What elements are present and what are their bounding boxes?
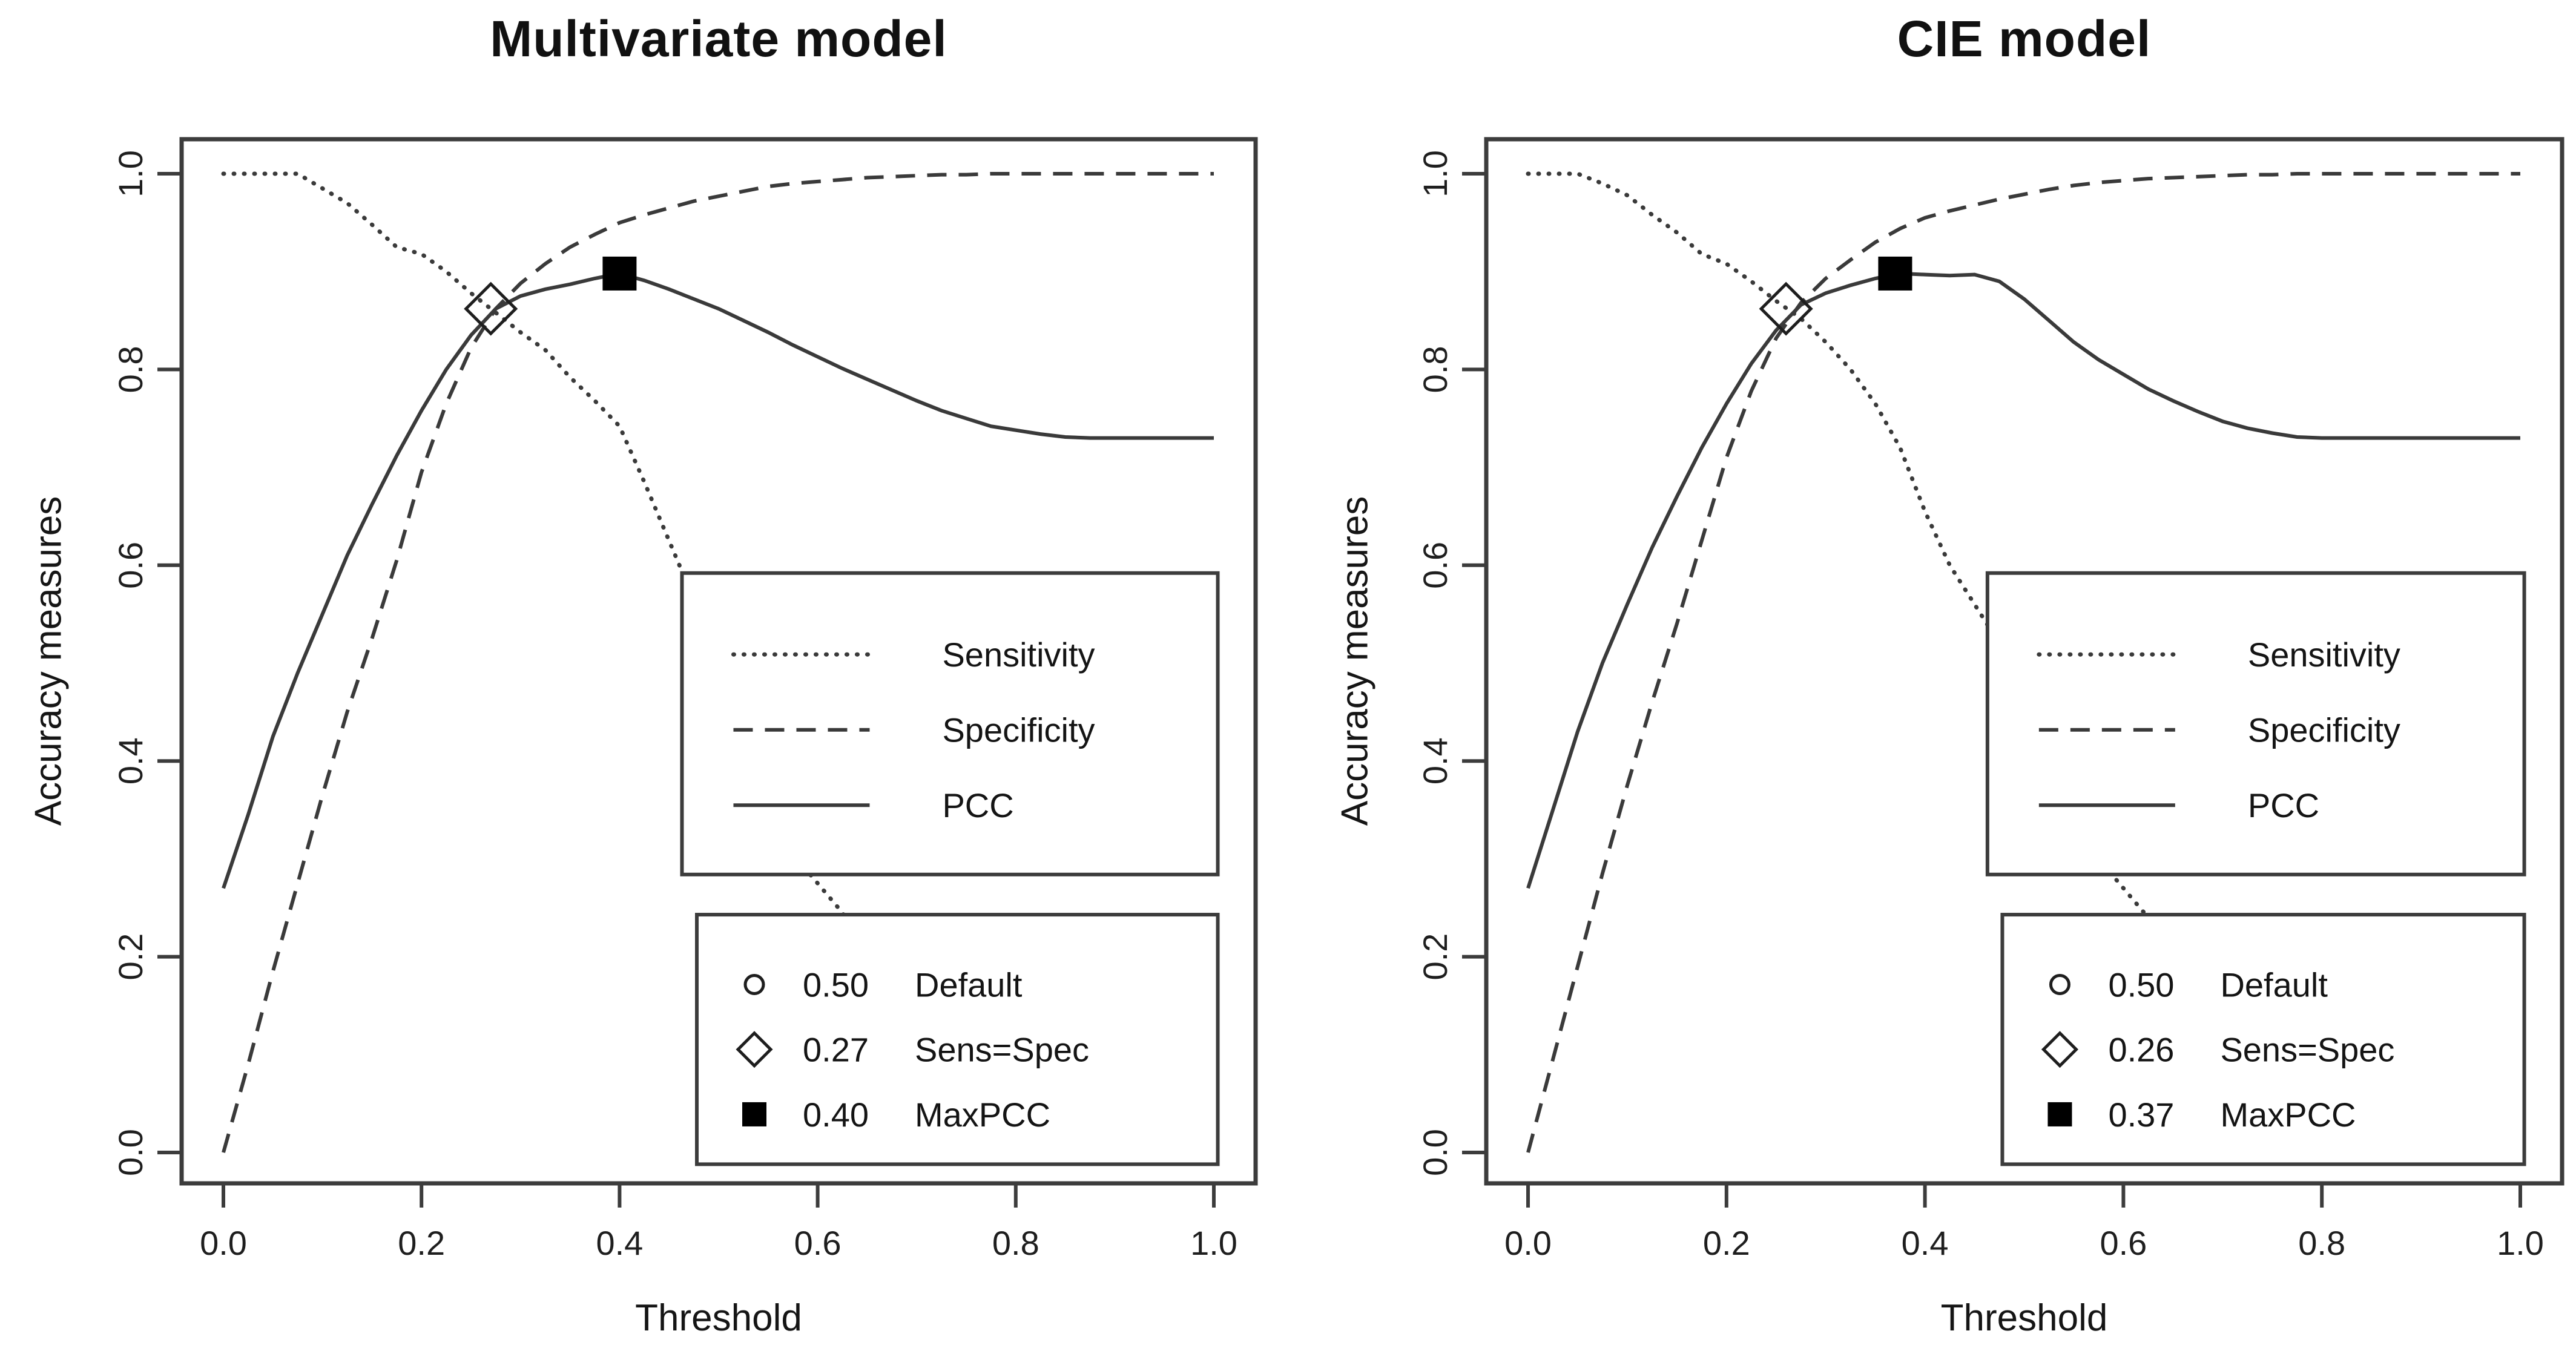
- y-tick-label: 0.6: [111, 542, 150, 589]
- legend-threshold-label: Default: [915, 966, 1023, 1004]
- y-axis-title-left: Accuracy measures: [27, 496, 70, 826]
- y-tick-label: 0.0: [1416, 1129, 1454, 1176]
- y-tick-label: 1.0: [1416, 150, 1454, 197]
- x-tick-label: 1.0: [2497, 1224, 2544, 1262]
- specificity-curve: [1526, 172, 2520, 1153]
- y-axis-title-right: Accuracy measures: [1334, 496, 1376, 826]
- x-tick-label: 0.8: [2298, 1224, 2345, 1262]
- x-axis-title-left: Threshold: [635, 1297, 802, 1339]
- y-tick-label: 0.2: [1416, 933, 1454, 981]
- x-tick-label: 0.8: [992, 1224, 1039, 1262]
- legend-threshold-value: 0.40: [803, 1096, 869, 1134]
- y-tick-label: 0.6: [1416, 542, 1454, 589]
- legend-threshold-value: 0.50: [2108, 966, 2174, 1004]
- legend-square-marker: [742, 1102, 767, 1126]
- legend-label-sensitivity: Sensitivity: [942, 636, 1095, 674]
- sensitivity-curve: [1526, 171, 2523, 1150]
- y-tick-label: 0.2: [111, 933, 150, 981]
- x-axis-title-right: Threshold: [1940, 1297, 2108, 1339]
- x-tick-label: 0.2: [1703, 1224, 1750, 1262]
- maxpcc-marker: [1878, 256, 1912, 291]
- x-tick-label: 0.0: [1504, 1224, 1552, 1262]
- legend-threshold-label: Sens=Spec: [915, 1031, 1089, 1069]
- y-tick-label: 0.4: [111, 737, 150, 784]
- legend-circle-marker: [743, 974, 765, 996]
- specificity-curve: [222, 172, 1214, 1153]
- x-tick-label: 0.4: [1902, 1224, 1949, 1262]
- line-legend-box: [1985, 571, 2526, 876]
- x-tick-label: 1.0: [1190, 1224, 1237, 1262]
- legend-label-pcc: PCC: [2248, 786, 2319, 824]
- panel-title-cie: CIE model: [1897, 10, 2152, 67]
- legend-diamond-marker: [736, 1031, 773, 1068]
- legend-threshold-label: MaxPCC: [2220, 1096, 2356, 1134]
- y-tick-label: 0.8: [1416, 346, 1454, 393]
- x-tick-label: 0.0: [200, 1224, 247, 1262]
- legend-label-specificity: Specificity: [2248, 711, 2400, 749]
- legend-circle-marker: [2049, 974, 2070, 996]
- y-tick-label: 0.0: [111, 1129, 150, 1176]
- line-legend-box: [680, 571, 1220, 876]
- legend-threshold-label: Default: [2220, 966, 2328, 1004]
- legend-square-marker: [2047, 1102, 2072, 1126]
- pcc-curve: [222, 271, 1214, 889]
- legend-threshold-value: 0.37: [2108, 1096, 2174, 1134]
- marker-legend-box: [2000, 913, 2526, 1166]
- y-tick-label: 0.8: [111, 346, 150, 393]
- maxpcc-marker: [602, 256, 637, 291]
- legend-diamond-marker: [2041, 1031, 2078, 1068]
- legend-threshold-label: Sens=Spec: [2220, 1031, 2394, 1069]
- plot-box: [179, 137, 1258, 1186]
- sens-spec-marker: [1759, 281, 1813, 336]
- legend-threshold-label: MaxPCC: [915, 1096, 1050, 1134]
- y-tick-label: 0.4: [1416, 737, 1454, 784]
- plot-box: [1484, 137, 2564, 1186]
- marker-legend-box: [695, 913, 1220, 1166]
- x-tick-label: 0.6: [2100, 1224, 2147, 1262]
- panel-title-multivariate: Multivariate model: [490, 10, 947, 67]
- sens-spec-marker: [464, 281, 518, 336]
- legend-threshold-value: 0.26: [2108, 1031, 2174, 1069]
- legend-threshold-value: 0.27: [803, 1031, 869, 1069]
- legend-label-pcc: PCC: [942, 786, 1013, 824]
- panel-multivariate: Sensitivity Specificity PCC 0.50 Default 0.27…: [111, 137, 1258, 1262]
- y-tick-label: 1.0: [111, 150, 150, 197]
- legend-label-sensitivity: Sensitivity: [2248, 636, 2400, 674]
- x-tick-label: 0.6: [794, 1224, 842, 1262]
- legend-threshold-value: 0.50: [803, 966, 869, 1004]
- legend-label-specificity: Specificity: [942, 711, 1095, 749]
- panel-cie: Sensitivity Specificity PCC 0.50 Default 0.26…: [1416, 137, 2564, 1262]
- x-tick-label: 0.4: [596, 1224, 643, 1262]
- x-tick-label: 0.2: [398, 1224, 445, 1262]
- pcc-curve: [1526, 271, 2520, 889]
